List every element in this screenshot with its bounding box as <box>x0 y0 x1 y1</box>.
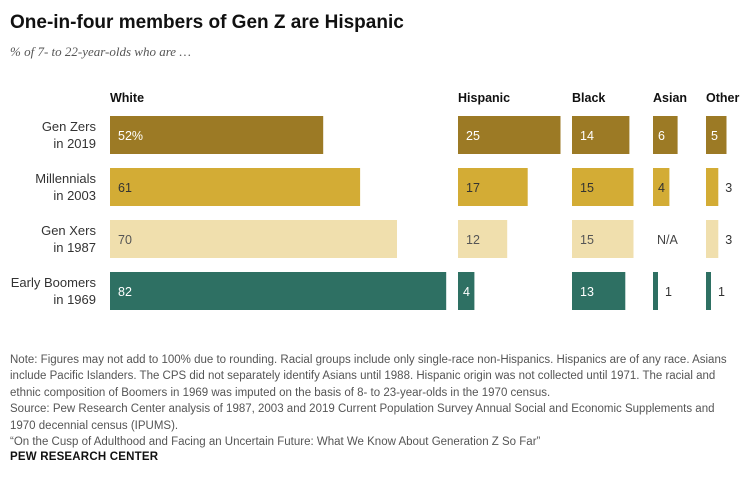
source-text: Source: Pew Research Center analysis of … <box>10 403 715 432</box>
bar <box>458 272 475 310</box>
series-header: Hispanic <box>458 91 510 105</box>
category-label: in 1987 <box>53 240 96 255</box>
bar <box>110 220 397 258</box>
bar-value-label: 13 <box>580 285 594 299</box>
bar <box>110 116 324 154</box>
bar-value-label: 17 <box>466 181 480 195</box>
bar-value-label: 4 <box>658 181 665 195</box>
bar <box>110 272 447 310</box>
series-header: White <box>110 91 144 105</box>
category-label: in 2019 <box>53 136 96 151</box>
series-header: Asian <box>653 91 687 105</box>
chart-title: One-in-four members of Gen Z are Hispani… <box>10 12 404 33</box>
bar-value-label: 3 <box>725 233 732 247</box>
bar <box>706 116 727 154</box>
bar <box>706 220 719 258</box>
bar-value-label: 82 <box>118 285 132 299</box>
category-label: Gen Xers <box>41 223 96 238</box>
bar-value-label: 1 <box>718 285 725 299</box>
bar-value-label: 5 <box>711 129 718 143</box>
series-header: Other <box>706 91 739 105</box>
bar <box>653 116 678 154</box>
bar <box>706 168 719 206</box>
report-title-text: “On the Cusp of Adulthood and Facing an … <box>10 436 541 449</box>
bar-value-label: 52% <box>118 129 143 143</box>
series-header: Black <box>572 91 605 105</box>
bar-value-label: 25 <box>466 129 480 143</box>
bar <box>653 272 658 310</box>
category-label: Early Boomers <box>11 275 97 290</box>
bar-value-label: 3 <box>725 181 732 195</box>
bar <box>458 220 508 258</box>
bar-value-label: 15 <box>580 181 594 195</box>
bar-value-label: 4 <box>463 285 470 299</box>
bar-value-label: 61 <box>118 181 132 195</box>
bar-value-label: 1 <box>665 285 672 299</box>
bar <box>458 168 528 206</box>
bar-value-label: 6 <box>658 129 665 143</box>
bar-chart: Gen Zers in 2019 Millennials in 2003 Gen Xer… <box>11 91 739 310</box>
chart-subtitle: % of 7- to 22-year-olds who are … <box>10 44 191 59</box>
bar <box>706 272 711 310</box>
chart-notes: Note: Figures may not add to 100% due to… <box>10 352 738 450</box>
bar <box>458 116 561 154</box>
pew-research-center-logo-text: PEW RESEARCH CENTER <box>10 451 159 463</box>
bar-value-label: 12 <box>466 233 480 247</box>
bar-value-label: 70 <box>118 233 132 247</box>
category-label: Millennials <box>35 171 96 186</box>
note-text: Note: Figures may not add to 100% due to… <box>10 354 727 399</box>
category-label: in 2003 <box>53 188 96 203</box>
category-label: in 1969 <box>53 292 96 307</box>
bar <box>572 168 634 206</box>
bar-value-label: N/A <box>657 233 679 247</box>
bar <box>572 220 634 258</box>
bar-value-label: 15 <box>580 233 594 247</box>
bar <box>110 168 361 206</box>
bar <box>653 168 670 206</box>
category-label: Gen Zers <box>42 119 97 134</box>
bar <box>572 272 626 310</box>
bar <box>572 116 630 154</box>
bar-value-label: 14 <box>580 129 594 143</box>
